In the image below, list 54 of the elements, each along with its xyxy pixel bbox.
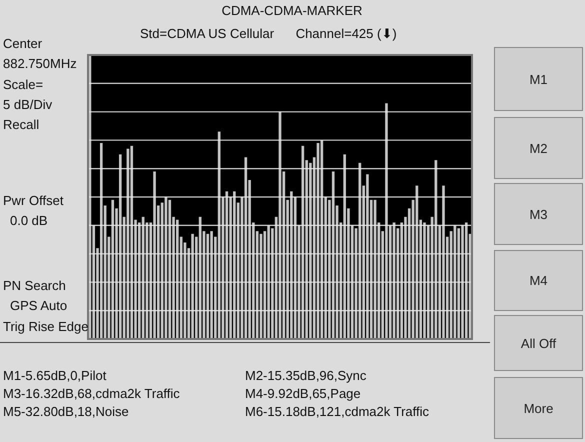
- bar: [461, 225, 464, 339]
- bar: [343, 154, 346, 339]
- text: Scale=: [3, 77, 44, 92]
- bar: [416, 186, 418, 339]
- text: Center: [3, 36, 42, 51]
- bar: [210, 231, 213, 339]
- bar: [130, 146, 134, 339]
- bar: [168, 200, 172, 339]
- bar: [118, 154, 122, 339]
- bar: [126, 148, 130, 339]
- text: M6-15.18dB,121,cdma2k Traffic: [245, 404, 430, 419]
- text: 882.750MHz: [3, 56, 77, 71]
- bar: [374, 200, 376, 339]
- text: M5-32.80dB,18,Noise: [3, 404, 129, 419]
- bar: [423, 222, 426, 339]
- bar: [434, 160, 438, 339]
- bar: [153, 171, 156, 339]
- text: Pwr Offset: [3, 193, 64, 208]
- bar: [218, 132, 220, 339]
- bar: [358, 162, 362, 339]
- bar: [278, 112, 282, 339]
- bar: [316, 143, 320, 339]
- text: All Off: [494, 315, 583, 371]
- text: M4-9.92dB,65,Page: [245, 386, 361, 401]
- bar: [457, 228, 460, 339]
- annotation: Trig Rise Edge: [3, 319, 88, 334]
- bar: [164, 197, 168, 339]
- text: M1: [494, 47, 583, 111]
- text: More: [494, 377, 583, 439]
- bar: [260, 234, 262, 339]
- bar: [366, 174, 369, 339]
- text: 0.0 dB: [10, 213, 48, 228]
- text: GPS Auto: [10, 298, 68, 313]
- text: M2-15.35dB,96,Sync: [245, 368, 366, 383]
- text: M2: [494, 117, 583, 179]
- bar: [301, 146, 304, 339]
- text: M1-5.65dB,0,Pilot: [3, 368, 106, 383]
- bar: [191, 234, 194, 339]
- text: PN Search: [3, 278, 66, 293]
- bar: [332, 171, 335, 339]
- text: M4: [494, 250, 583, 311]
- bar: [244, 157, 248, 339]
- bar: [385, 103, 388, 339]
- text: M3-16.32dB,68,cdma2k Traffic: [3, 386, 180, 401]
- bar: [392, 222, 396, 339]
- chart-title: CDMA-CDMA-MARKER: [220, 3, 364, 18]
- bar: [100, 143, 103, 339]
- text: 5 dB/Div: [3, 97, 52, 112]
- chart-subtitle: Std=CDMA US Cellular Channel=425 (⬇): [140, 26, 397, 41]
- bar: [320, 140, 324, 339]
- text: M3: [494, 183, 583, 245]
- bar: [111, 200, 114, 339]
- text: Recall: [3, 117, 40, 132]
- bar: [442, 186, 445, 339]
